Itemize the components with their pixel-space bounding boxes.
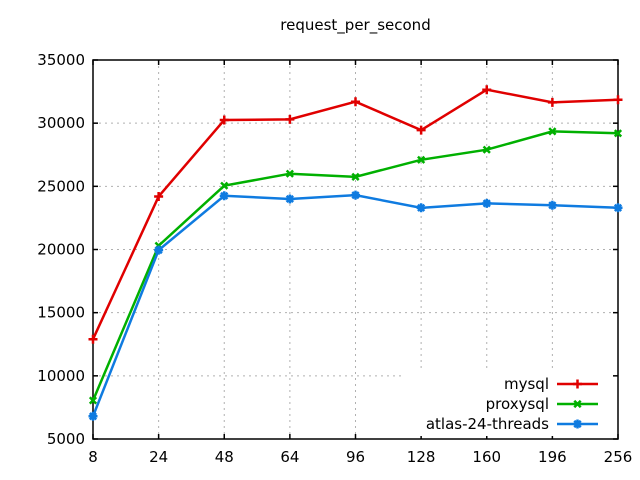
legend-label: atlas-24-threads xyxy=(426,415,549,433)
series-atlas-24-threads xyxy=(88,190,623,421)
y-tick-label: 30000 xyxy=(37,114,85,132)
x-tick-label: 48 xyxy=(215,448,234,466)
series-markers xyxy=(88,85,623,344)
legend-item-atlas-24-threads: atlas-24-threads xyxy=(426,415,598,433)
x-tick-label: 64 xyxy=(280,448,299,466)
legend-label: proxysql xyxy=(486,395,549,413)
x-tick-label: 128 xyxy=(407,448,436,466)
x-tick-label: 256 xyxy=(604,448,633,466)
legend-marker-sample xyxy=(573,419,582,429)
x-tick-label: 24 xyxy=(149,448,168,466)
y-tick-label: 15000 xyxy=(37,304,85,322)
x-tick-label: 160 xyxy=(472,448,501,466)
legend-marker-sample xyxy=(573,379,582,389)
series-markers xyxy=(88,190,623,421)
x-tick-label: 96 xyxy=(346,448,365,466)
legend-item-mysql: mysql xyxy=(504,375,598,393)
x-tick-label: 196 xyxy=(538,448,567,466)
legend-item-proxysql: proxysql xyxy=(486,395,598,413)
series-mysql xyxy=(88,85,623,344)
chart-title: request_per_second xyxy=(280,16,431,34)
legend-marker-sample xyxy=(573,399,582,409)
y-tick-label: 25000 xyxy=(37,177,85,195)
x-axis-labels: 8 24 48 64 96 128 160 196 256 xyxy=(88,448,632,466)
legend-label: mysql xyxy=(504,375,549,393)
y-tick-label: 35000 xyxy=(37,51,85,69)
y-axis-labels: 5000 10000 15000 20000 25000 30000 35000 xyxy=(37,51,85,448)
y-tick-label: 5000 xyxy=(47,430,85,448)
legend: mysql proxysql atlas-24-threads xyxy=(404,369,613,436)
y-tick-label: 20000 xyxy=(37,241,85,259)
y-tick-label: 10000 xyxy=(37,367,85,385)
x-tick-label: 8 xyxy=(88,448,98,466)
